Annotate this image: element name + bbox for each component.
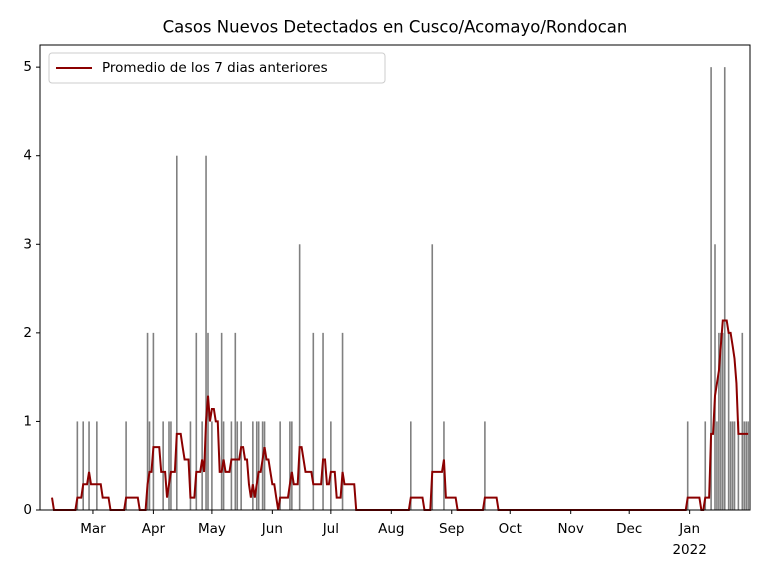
bar — [322, 332, 324, 510]
bar — [747, 421, 749, 510]
bar — [298, 244, 301, 511]
bar — [207, 332, 209, 510]
bar — [168, 421, 170, 510]
bar — [146, 332, 149, 510]
bar — [76, 421, 79, 510]
bar — [716, 421, 718, 510]
bar — [743, 421, 746, 510]
bar — [234, 332, 237, 510]
bar — [733, 421, 736, 510]
bar — [88, 421, 90, 510]
legend: Promedio de los 7 dias anteriores — [48, 52, 386, 84]
y-tick-label: 2 — [23, 325, 32, 341]
bar — [148, 421, 151, 510]
bar — [195, 332, 198, 510]
bar — [745, 421, 747, 510]
bar — [252, 421, 254, 510]
y-tick-label: 0 — [23, 502, 32, 518]
x-tick-label: Dec — [616, 521, 642, 537]
x-tick-label: Aug — [378, 521, 404, 537]
bar — [484, 421, 486, 510]
y-tick-label: 1 — [23, 413, 32, 429]
bar — [211, 421, 213, 510]
bar — [741, 332, 744, 510]
bar — [255, 421, 258, 510]
x-tick-label: Sep — [439, 521, 464, 537]
y-tick-label: 4 — [23, 148, 32, 164]
bar — [291, 421, 293, 510]
bar — [729, 421, 732, 510]
bar — [723, 67, 726, 511]
bar — [170, 421, 172, 510]
line — [51, 319, 749, 511]
x-year-label: 2022 — [672, 542, 706, 558]
x-tick-label: Jun — [261, 521, 283, 537]
x-tick-label: Jan — [678, 521, 700, 537]
bar — [710, 67, 712, 511]
bar — [205, 155, 207, 510]
x-tick-label: Oct — [499, 521, 522, 537]
bar — [410, 421, 412, 510]
y-tick-label: 3 — [23, 236, 32, 252]
x-tick-label: Mar — [80, 521, 106, 537]
y-tick-label: 5 — [23, 59, 32, 75]
bar — [96, 421, 98, 510]
legend-label: Promedio de los 7 dias anteriores — [102, 60, 328, 76]
bar — [686, 421, 689, 510]
bar — [152, 332, 155, 510]
bar — [731, 421, 734, 510]
bar — [714, 244, 716, 511]
bar — [727, 332, 730, 510]
bar — [312, 332, 315, 510]
bar — [257, 421, 260, 510]
bar — [240, 421, 242, 510]
bar — [341, 332, 344, 510]
bar — [220, 332, 223, 510]
bar — [162, 421, 164, 510]
legend-box — [48, 52, 386, 84]
bar — [176, 155, 178, 510]
bar — [289, 421, 291, 510]
x-tick-label: May — [198, 521, 226, 537]
bar — [718, 332, 720, 510]
bar — [82, 421, 84, 510]
bar — [737, 421, 740, 510]
bar — [704, 421, 707, 510]
x-tick-label: Nov — [558, 521, 584, 537]
x-tick-label: Apr — [142, 521, 166, 537]
bar — [431, 244, 434, 511]
bar — [125, 421, 127, 510]
plot-frame — [39, 44, 751, 511]
bar — [189, 421, 192, 510]
bar — [722, 332, 724, 510]
chart-title: Casos Nuevos Detectados en Cusco/Acomayo… — [163, 18, 628, 37]
bar — [236, 421, 239, 510]
bar — [330, 421, 332, 510]
bar — [279, 421, 281, 510]
bar — [720, 332, 722, 510]
x-tick-label: Jul — [322, 521, 339, 537]
bar — [263, 421, 266, 510]
